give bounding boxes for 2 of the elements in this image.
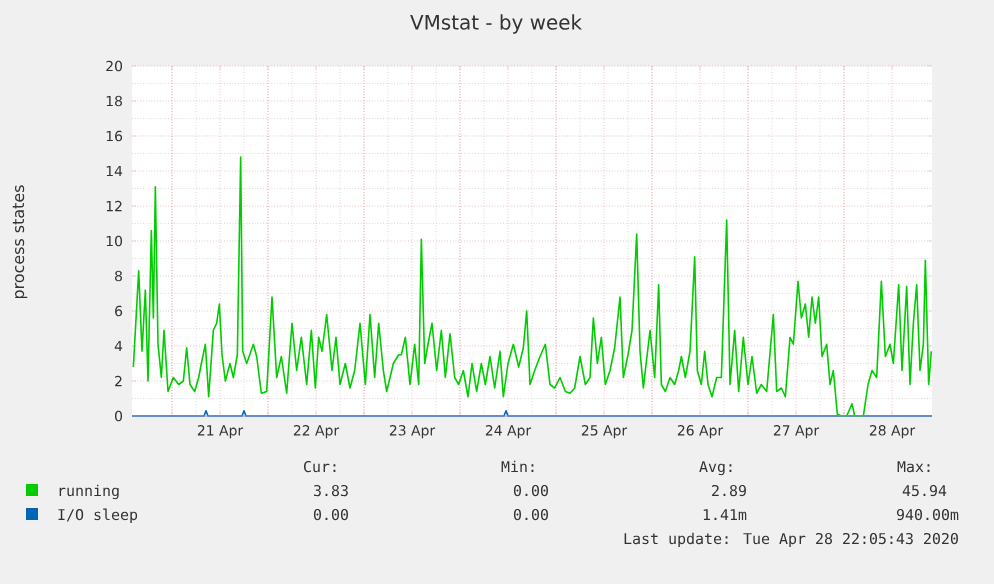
chart-title: VMstat - by week [410, 14, 582, 34]
line-series [132, 156, 933, 417]
